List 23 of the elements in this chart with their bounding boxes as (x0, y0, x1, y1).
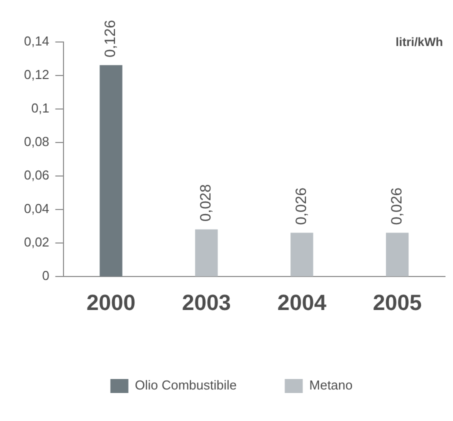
y-tick-label: 0,14 (24, 34, 50, 49)
y-tick-label: 0,12 (24, 67, 50, 82)
y-tick-label: 0,02 (24, 234, 50, 250)
bar (386, 232, 409, 276)
y-tick-label: 0 (42, 268, 50, 284)
bar (290, 232, 314, 276)
data-label: 0,026 (293, 187, 310, 226)
x-tick-label: 2005 (372, 290, 422, 315)
annotation: litri/kWh (396, 35, 443, 49)
legend-label: Olio Combustibile (134, 378, 237, 393)
x-tick-label: 2000 (86, 290, 136, 315)
bar (195, 229, 218, 276)
y-tick-label: 0,04 (24, 201, 50, 216)
legend-label: Metano (309, 378, 353, 393)
data-label: 0,028 (198, 184, 215, 222)
x-tick-label: 2004 (277, 290, 328, 315)
y-tick-label: 0,08 (24, 134, 50, 150)
data-label: 0,126 (102, 20, 120, 58)
y-tick-label: 0,1 (31, 100, 50, 116)
data-label: 0,026 (388, 187, 406, 226)
y-tick-label: 0,06 (24, 168, 50, 183)
bar (100, 65, 122, 276)
x-tick-label: 2003 (182, 290, 231, 315)
